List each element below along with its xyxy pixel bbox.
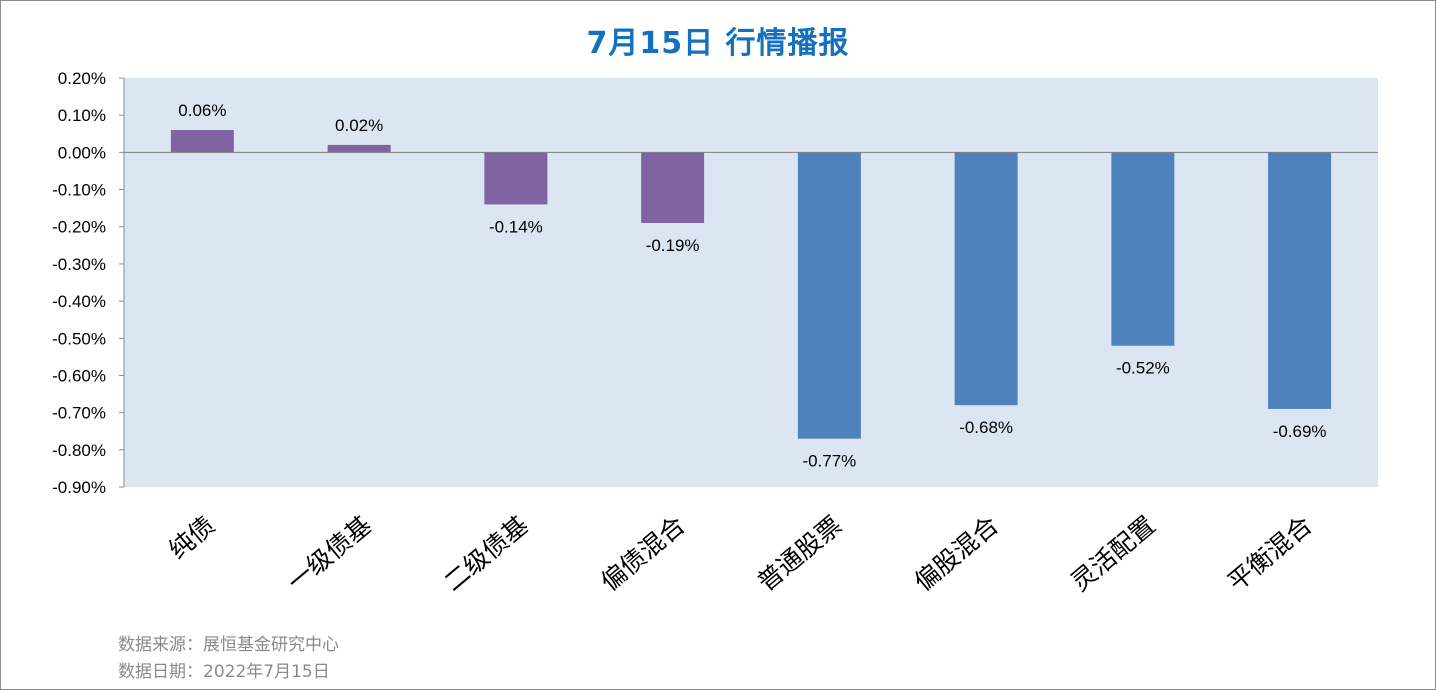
bar-7 [1111,152,1175,346]
x-category-label: 二级债基 [438,510,533,597]
x-category-label: 普通股票 [752,510,847,597]
y-tick-label: 0.10% [58,106,106,125]
x-category-label: 偏债混合 [595,510,690,597]
y-tick-label: -0.50% [52,329,106,348]
chart-title: 7月15日 行情播报 [586,26,850,61]
bar-8 [1268,152,1332,409]
bar-value-label: 0.02% [335,116,383,135]
bar-3 [484,152,548,205]
bar-value-label: -0.19% [646,236,700,255]
y-tick-label: -0.70% [52,404,106,423]
x-category-label: 偏股混合 [909,510,1004,597]
bar-5 [797,152,861,439]
x-category-label: 平衡混合 [1222,510,1317,597]
bar-value-label: -0.69% [1273,422,1327,441]
y-tick-label: -0.10% [52,181,106,200]
bar-value-label: -0.68% [959,418,1013,437]
y-tick-label: -0.30% [52,255,106,274]
bar-4 [641,152,705,224]
y-tick-label: 0.00% [58,143,106,162]
y-tick-label: -0.20% [52,218,106,237]
bar-value-label: -0.52% [1116,359,1170,378]
data-source-note: 数据来源：展恒基金研究中心 [118,635,339,655]
x-category-label: 灵活配置 [1065,510,1160,597]
y-tick-label: -0.80% [52,441,106,460]
y-tick-label: -0.60% [52,366,106,385]
y-tick-label: -0.40% [52,292,106,311]
x-category-label: 纯债 [163,510,220,564]
bar-value-label: -0.77% [802,452,856,471]
bar-1 [170,130,234,153]
bar-value-label: -0.14% [489,217,543,236]
bar-2 [327,144,391,153]
y-tick-label: 0.20% [58,69,106,88]
x-category-label: 一级债基 [282,510,377,597]
bar-value-label: 0.06% [178,101,226,120]
y-tick-label: -0.90% [52,478,106,497]
bar-6 [954,152,1018,406]
data-date-note: 数据日期：2022年7月15日 [118,662,330,682]
plot-background [124,78,1378,487]
